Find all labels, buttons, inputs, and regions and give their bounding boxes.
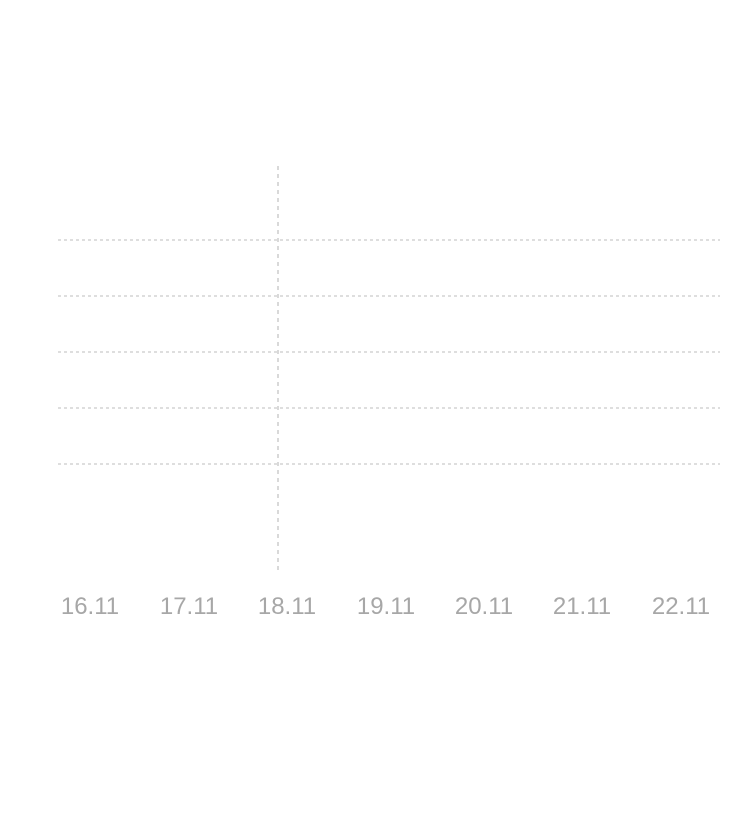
x-tick-label: 21.11 (553, 593, 611, 620)
x-tick-label: 18.11 (258, 593, 316, 620)
x-tick-label: 19.11 (357, 593, 415, 620)
gridlines (58, 239, 720, 465)
x-tick-label: 17.11 (160, 593, 218, 620)
x-tick-label: 16.11 (61, 593, 119, 620)
x-axis-ticks: 16.11 17.11 18.11 19.11 20.11 21.11 22.11 (61, 593, 710, 620)
x-tick-label: 22.11 (652, 593, 710, 620)
x-tick-label: 20.11 (455, 593, 513, 620)
